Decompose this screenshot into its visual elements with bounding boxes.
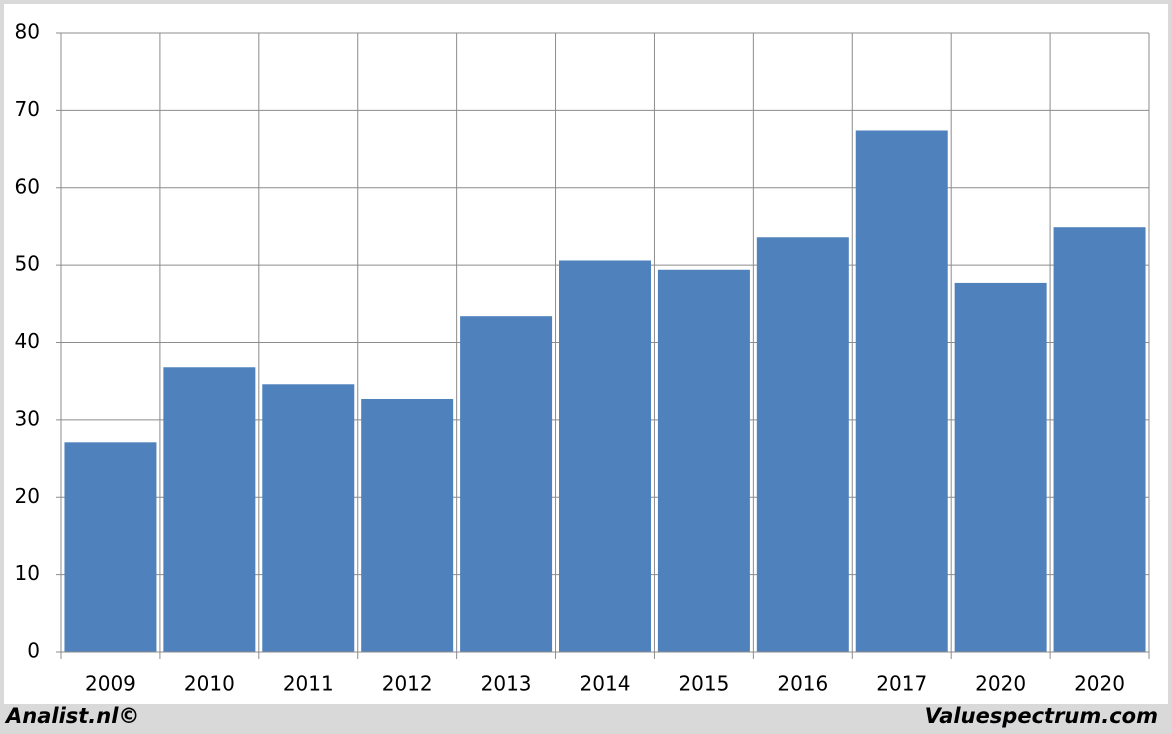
bar — [657, 269, 750, 652]
x-tick-label: 2016 — [777, 672, 828, 696]
bar — [460, 316, 553, 652]
x-tick-label: 2014 — [580, 672, 631, 696]
bar — [559, 260, 651, 652]
y-tick-label: 40 — [15, 329, 40, 353]
bar — [756, 237, 849, 652]
x-tick-label: 2020 — [975, 672, 1026, 696]
bar — [163, 367, 256, 652]
y-tick-label: 60 — [15, 174, 40, 198]
bar — [954, 282, 1047, 652]
footer-right: Valuespectrum.com — [925, 704, 1158, 728]
bar — [64, 442, 157, 652]
y-tick-label: 50 — [15, 252, 40, 276]
x-tick-label: 2009 — [85, 672, 136, 696]
bar — [262, 384, 355, 652]
y-tick-label: 30 — [15, 406, 40, 430]
bar — [361, 398, 454, 652]
y-tick-label: 10 — [15, 561, 40, 585]
x-tick-label: 2015 — [678, 672, 729, 696]
footer-left: Analist.nl© — [4, 704, 139, 728]
y-tick-label: 70 — [15, 97, 40, 121]
y-tick-label: 20 — [15, 484, 40, 508]
x-tick-label: 2017 — [876, 672, 927, 696]
y-tick-label: 80 — [15, 20, 40, 44]
y-tick-label: 0 — [27, 639, 40, 663]
bar — [1053, 227, 1146, 652]
x-tick-label: 2010 — [184, 672, 235, 696]
x-tick-label: 2011 — [283, 672, 334, 696]
x-tick-label: 2013 — [481, 672, 532, 696]
bar — [855, 130, 948, 652]
x-tick-label: 2012 — [382, 672, 433, 696]
x-tick-label: 2020 — [1074, 672, 1125, 696]
